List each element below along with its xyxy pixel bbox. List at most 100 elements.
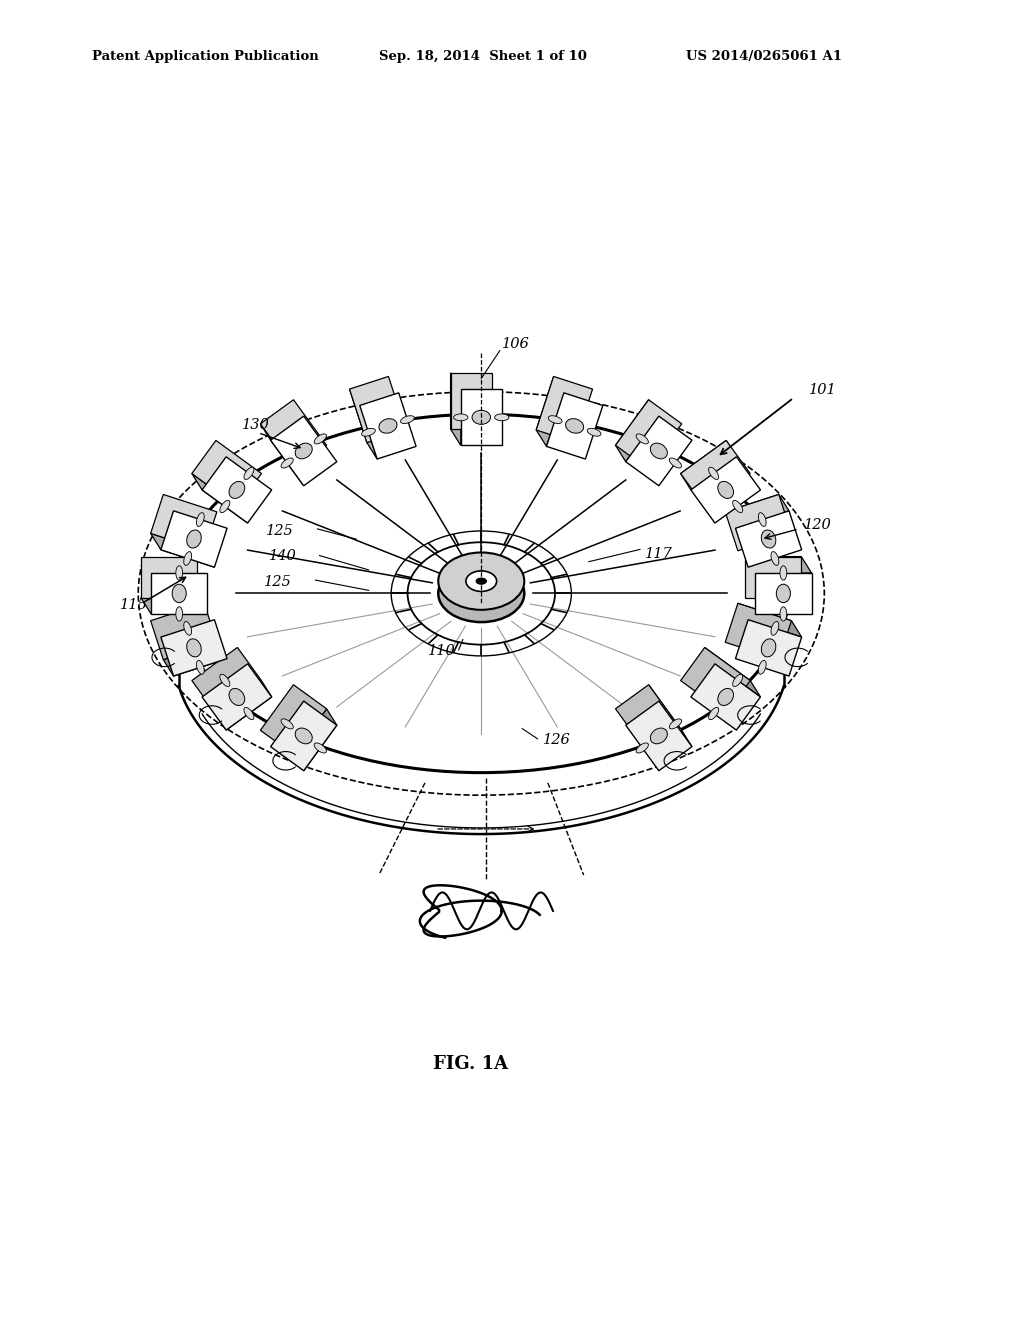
Ellipse shape — [771, 552, 779, 565]
Ellipse shape — [472, 411, 490, 424]
Text: 140: 140 — [269, 549, 297, 562]
Polygon shape — [738, 603, 802, 638]
Polygon shape — [161, 511, 227, 568]
Polygon shape — [615, 400, 682, 470]
Polygon shape — [681, 441, 736, 490]
Ellipse shape — [587, 429, 601, 436]
Text: 115: 115 — [120, 598, 147, 611]
Polygon shape — [615, 685, 682, 754]
Polygon shape — [755, 573, 811, 614]
Ellipse shape — [295, 729, 312, 743]
Polygon shape — [744, 557, 801, 598]
Ellipse shape — [183, 622, 191, 635]
Polygon shape — [151, 533, 214, 568]
Ellipse shape — [733, 500, 742, 512]
Ellipse shape — [780, 566, 786, 579]
Polygon shape — [140, 557, 197, 598]
Polygon shape — [270, 416, 337, 486]
Polygon shape — [547, 393, 603, 459]
Ellipse shape — [174, 414, 788, 772]
Polygon shape — [626, 416, 692, 486]
Polygon shape — [359, 393, 416, 459]
Polygon shape — [461, 389, 502, 445]
Ellipse shape — [244, 708, 254, 719]
Text: Sep. 18, 2014  Sheet 1 of 10: Sep. 18, 2014 Sheet 1 of 10 — [379, 50, 587, 63]
Ellipse shape — [495, 414, 509, 421]
Polygon shape — [161, 619, 227, 676]
Polygon shape — [260, 424, 304, 486]
Ellipse shape — [650, 729, 668, 743]
Polygon shape — [691, 457, 761, 523]
Ellipse shape — [771, 622, 779, 635]
Ellipse shape — [733, 675, 742, 686]
Polygon shape — [260, 685, 327, 754]
Ellipse shape — [709, 708, 719, 719]
Polygon shape — [681, 648, 751, 714]
Ellipse shape — [466, 572, 497, 591]
Text: 117: 117 — [645, 546, 673, 561]
Ellipse shape — [186, 639, 202, 657]
Polygon shape — [451, 372, 492, 429]
Text: 101: 101 — [809, 383, 837, 397]
Ellipse shape — [718, 689, 733, 705]
Polygon shape — [451, 372, 461, 445]
Polygon shape — [191, 474, 248, 523]
Polygon shape — [705, 648, 761, 697]
Text: FIG. 1A: FIG. 1A — [433, 1056, 509, 1073]
Polygon shape — [294, 709, 337, 771]
Polygon shape — [735, 619, 802, 676]
Ellipse shape — [361, 429, 376, 436]
Ellipse shape — [776, 585, 791, 603]
Ellipse shape — [548, 416, 562, 424]
Polygon shape — [216, 681, 271, 730]
Polygon shape — [191, 441, 261, 507]
Ellipse shape — [476, 578, 486, 585]
Ellipse shape — [636, 743, 648, 752]
Polygon shape — [202, 664, 271, 730]
Text: 125: 125 — [264, 576, 292, 589]
Text: Patent Application Publication: Patent Application Publication — [92, 50, 318, 63]
Polygon shape — [681, 441, 751, 507]
Ellipse shape — [229, 689, 245, 705]
Ellipse shape — [229, 482, 245, 499]
Text: 126: 126 — [543, 733, 570, 747]
Polygon shape — [349, 376, 406, 442]
Text: US 2014/0265061 A1: US 2014/0265061 A1 — [686, 50, 842, 63]
Polygon shape — [648, 685, 692, 747]
Ellipse shape — [183, 552, 191, 565]
Ellipse shape — [759, 660, 766, 675]
Polygon shape — [140, 598, 207, 614]
Text: 110: 110 — [428, 644, 456, 657]
Polygon shape — [744, 557, 811, 573]
Ellipse shape — [761, 531, 776, 548]
Ellipse shape — [650, 444, 668, 459]
Ellipse shape — [759, 512, 766, 527]
Ellipse shape — [438, 553, 524, 610]
Ellipse shape — [176, 566, 182, 579]
Polygon shape — [725, 603, 792, 660]
Polygon shape — [151, 603, 217, 660]
Ellipse shape — [197, 660, 204, 675]
Polygon shape — [349, 389, 377, 459]
Text: 130: 130 — [242, 417, 269, 432]
Ellipse shape — [670, 458, 682, 469]
Polygon shape — [735, 511, 802, 568]
Polygon shape — [537, 376, 593, 442]
Polygon shape — [151, 495, 217, 550]
Text: 125: 125 — [266, 524, 294, 539]
Text: 106: 106 — [502, 337, 529, 351]
Ellipse shape — [244, 467, 254, 479]
Ellipse shape — [400, 416, 415, 424]
Ellipse shape — [761, 639, 776, 657]
Polygon shape — [163, 643, 227, 676]
Ellipse shape — [670, 719, 682, 729]
Ellipse shape — [636, 434, 648, 444]
Ellipse shape — [454, 414, 468, 421]
Ellipse shape — [709, 467, 719, 479]
Ellipse shape — [172, 585, 186, 603]
Ellipse shape — [281, 458, 293, 469]
Ellipse shape — [565, 418, 584, 433]
Ellipse shape — [780, 607, 786, 622]
Ellipse shape — [379, 418, 397, 433]
Polygon shape — [270, 701, 337, 771]
